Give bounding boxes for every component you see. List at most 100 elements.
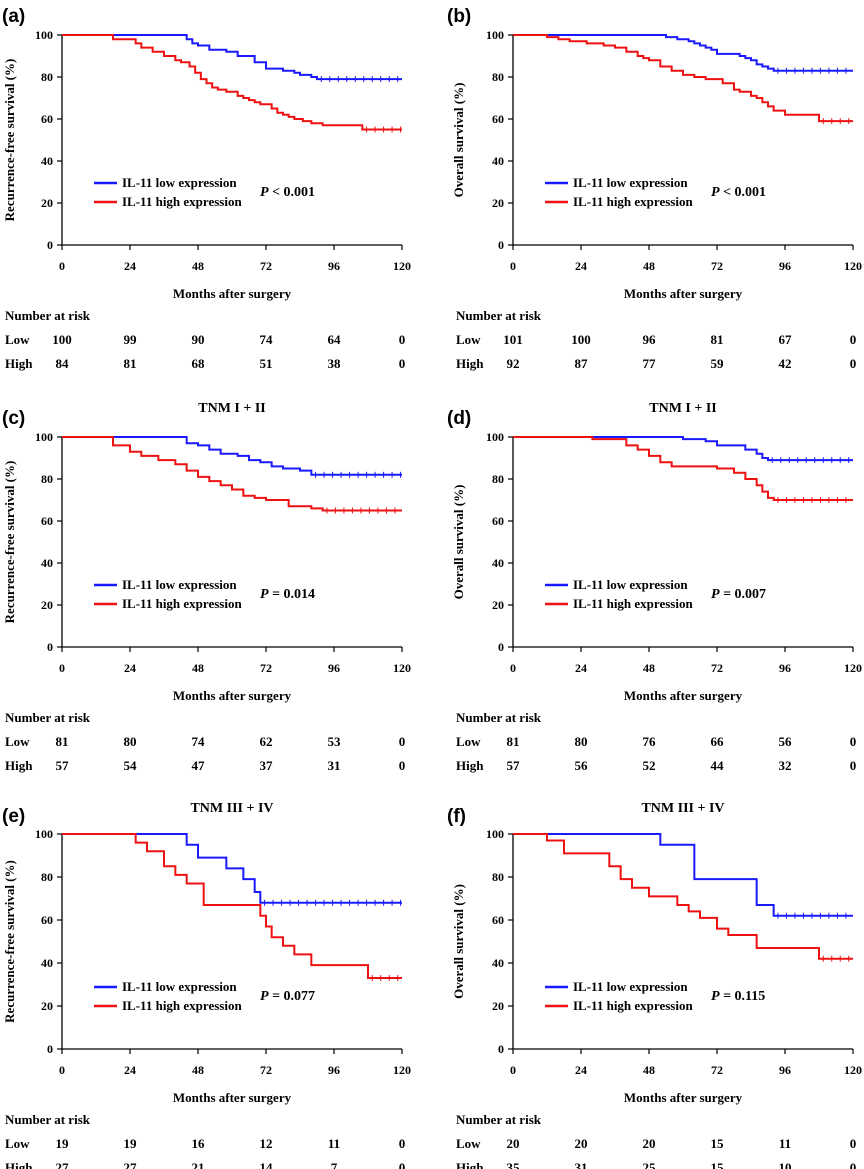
panel-e-risk-row-label-low: Low [5,1136,30,1151]
panel-b-x-tick-label: 120 [844,259,862,273]
panel-f-risk-low-cell: 15 [711,1136,725,1151]
panel-a-risk-high-cell: 68 [192,356,206,371]
panel-d-x-tick-label: 120 [844,661,862,675]
panel-f-risk-low-cell: 11 [779,1136,791,1151]
panel-a-risk-high-cell: 84 [56,356,70,371]
panel-f-risk-high-cell: 31 [575,1160,588,1169]
panel-f-x-tick-label: 24 [575,1063,587,1077]
panel-f-curve-low [513,833,853,917]
panel-e-risk-high-cell: 21 [192,1160,205,1169]
panel-b-y-tick-label: 20 [492,196,504,210]
panel-e-risk-low-cell: 16 [192,1136,206,1151]
panel-f-risk-high-cell: 35 [507,1160,521,1169]
panel-f-risk-low-cell: 20 [575,1136,588,1151]
panel-b-p-value: P < 0.001 [711,185,766,200]
panel-e-x-label: Months after surgery [173,1090,292,1105]
panel-e-y-tick-label: 40 [41,956,53,970]
panel-e-risk-low-cell: 0 [399,1136,406,1151]
panel-d-risk-high-cell: 56 [575,758,589,773]
panel-c-y-label: Recurrence-free survival (%) [2,461,17,624]
panel-f-curve-high [513,833,853,960]
panel-b-risk-low-cell: 81 [711,332,724,347]
panel-a-risk-row-label-low: Low [5,332,30,347]
panel-b-legend-label-high: IL-11 high expression [573,194,693,209]
panel-a-x-tick-label: 48 [192,259,204,273]
panel-b-risk-high-cell: 0 [850,356,857,371]
panel-f-title: TNM III + IV [641,801,724,816]
panel-f-x-tick-label: 96 [779,1063,791,1077]
panel-d-risk-high-cell: 44 [711,758,725,773]
panel-c-y-tick-label: 20 [41,598,53,612]
panel-b-risk-high-cell: 77 [643,356,657,371]
panel-c-x-label: Months after surgery [173,688,292,703]
panel-a-y-tick-label: 40 [41,154,53,168]
panel-e-y-tick-label: 60 [41,913,53,927]
panel-a-y-tick-label: 100 [35,28,53,42]
panel-c-risk-low-cell: 62 [260,734,273,749]
panel-d-y-tick-label: 20 [492,598,504,612]
panel-b-x-tick-label: 24 [575,259,587,273]
panel-f-y-label: Overall survival (%) [451,884,466,999]
panel-f-risk-low-cell: 20 [507,1136,520,1151]
panel-d-risk-high-cell: 52 [643,758,656,773]
panel-f-x-tick-label: 48 [643,1063,655,1077]
panel-e-risk-high-cell: 14 [260,1160,274,1169]
panel-d-curve-high [513,436,853,501]
panel-f-risk-row-label-low: Low [456,1136,481,1151]
panel-a-risk-high-cell: 51 [260,356,273,371]
panel-b-x-tick-label: 48 [643,259,655,273]
panel-a-x-tick-label: 120 [393,259,411,273]
panel-d-risk-low-cell: 66 [711,734,725,749]
panel-b-risk-high-cell: 59 [711,356,725,371]
panel-c-x-tick-label: 24 [124,661,136,675]
panel-e-risk-low-cell: 19 [56,1136,70,1151]
panel-c-y-tick-label: 60 [41,514,53,528]
panel-f-risk-high-cell: 10 [779,1160,792,1169]
panel-a-p-value: P < 0.001 [260,185,315,200]
panel-e-x-tick-label: 72 [260,1063,272,1077]
panel-d-x-tick-label: 0 [510,661,516,675]
panel-d-risk-high-cell: 32 [779,758,792,773]
panel-f-y-tick-label: 20 [492,999,504,1013]
panel-d-title: TNM I + II [649,401,716,416]
panel-e-x-tick-label: 0 [59,1063,65,1077]
panel-a-x-tick-label: 24 [124,259,136,273]
panel-e-risk-high-cell: 27 [56,1160,70,1169]
panel-d-risk-low-cell: 76 [643,734,657,749]
panel-b-risk-low-cell: 100 [571,332,591,347]
panel-c-risk-row-label-low: Low [5,734,30,749]
panel-f-legend-label-high: IL-11 high expression [573,998,693,1013]
panel-a-curve-high [62,34,402,131]
panel-e-title: TNM III + IV [190,801,273,816]
panel-c-risk-header: Number at risk [5,710,91,725]
panel-f-x-tick-label: 72 [711,1063,723,1077]
panel-a-risk-row-label-high: High [5,356,33,371]
panel-b-risk-low-cell: 96 [643,332,657,347]
panel-a-y-label: Recurrence-free survival (%) [2,59,17,222]
panel-b-risk-low-cell: 67 [779,332,793,347]
panel-a-legend-label-high: IL-11 high expression [122,194,242,209]
panel-c-x-tick-label: 120 [393,661,411,675]
panel-d-y-tick-label: 60 [492,514,504,528]
panel-c-x-tick-label: 96 [328,661,340,675]
panel-a-y-tick-label: 60 [41,112,53,126]
panel-d-label: (d) [447,408,471,429]
panel-b-risk-high-cell: 87 [575,356,589,371]
panel-b-y-tick-label: 100 [486,28,504,42]
panel-b-label: (b) [447,6,471,27]
panel-b-y-tick-label: 40 [492,154,504,168]
panel-c-risk-high-cell: 37 [260,758,274,773]
panel-e-risk-high-cell: 27 [124,1160,138,1169]
panel-a-risk-header: Number at risk [5,308,91,323]
panel-d-risk-low-cell: 80 [575,734,588,749]
panel-a-risk-low-cell: 74 [260,332,274,347]
panel-d-risk-low-cell: 0 [850,734,857,749]
panel-b-legend-label-low: IL-11 low expression [573,175,688,190]
panel-a-y-tick-label: 80 [41,70,53,84]
panel-d-curve-low [513,436,853,462]
panel-f-p-value: P = 0.115 [711,989,765,1004]
panel-a-y-tick-label: 20 [41,196,53,210]
panel-e-y-tick-label: 80 [41,870,53,884]
panel-c-risk-low-cell: 81 [56,734,69,749]
panel-c-y-tick-label: 40 [41,556,53,570]
